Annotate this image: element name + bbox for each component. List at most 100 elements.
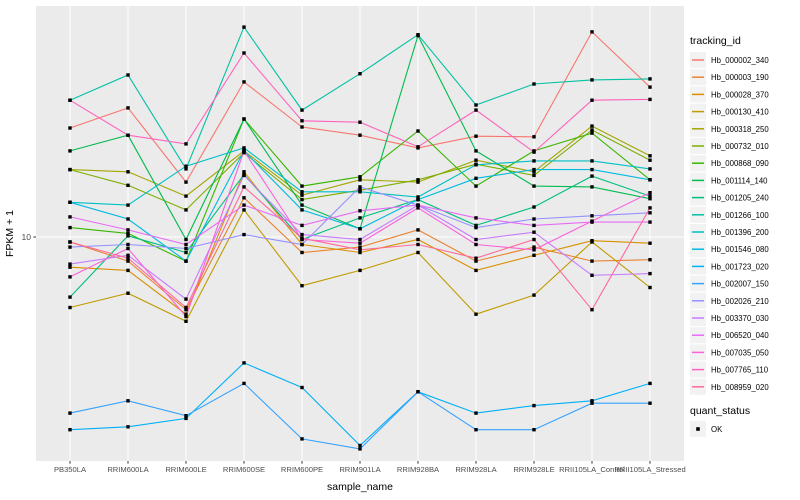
quant-legend-item: OK xyxy=(690,421,723,437)
legend-label: Hb_000003_190 xyxy=(711,73,769,82)
data-point xyxy=(474,103,478,107)
data-point xyxy=(590,401,594,405)
data-point xyxy=(68,245,72,249)
data-point xyxy=(184,194,188,198)
data-point xyxy=(648,211,652,215)
data-point xyxy=(358,133,362,137)
data-point xyxy=(590,273,594,277)
legend-item-Hb_002026_210: Hb_002026_210 xyxy=(690,292,769,309)
y-axis-title: FPKM + 1 xyxy=(4,210,16,257)
data-point xyxy=(300,284,304,288)
data-point xyxy=(648,158,652,162)
legend-item-Hb_000028_370: Hb_000028_370 xyxy=(690,86,769,103)
data-point xyxy=(242,361,246,365)
data-point xyxy=(474,108,478,112)
data-point xyxy=(184,250,188,255)
data-point xyxy=(474,158,478,162)
data-point xyxy=(532,230,536,234)
data-point xyxy=(590,131,594,135)
data-point xyxy=(648,85,652,89)
data-point xyxy=(300,208,304,212)
data-point xyxy=(358,268,362,273)
data-point xyxy=(126,399,130,403)
data-point xyxy=(532,170,536,174)
data-point xyxy=(532,245,536,249)
x-tick-label: RRIM600LE xyxy=(165,465,206,474)
data-point xyxy=(126,73,130,77)
data-point xyxy=(126,203,130,207)
data-point xyxy=(590,128,594,132)
data-point xyxy=(184,297,188,301)
data-point xyxy=(590,159,594,163)
data-point xyxy=(532,428,536,432)
data-point xyxy=(126,170,130,174)
data-point xyxy=(648,167,652,171)
data-point xyxy=(474,237,478,242)
legend-label: Hb_000318_250 xyxy=(711,125,769,134)
legend-item-Hb_000003_190: Hb_000003_190 xyxy=(690,69,769,86)
data-point xyxy=(184,259,188,263)
data-point xyxy=(126,291,130,295)
legend-label: Hb_000130_410 xyxy=(711,108,769,117)
data-point xyxy=(242,170,246,174)
data-point xyxy=(590,78,594,82)
data-point xyxy=(416,180,420,184)
data-point xyxy=(126,183,130,187)
data-point xyxy=(358,190,362,194)
data-point xyxy=(532,82,536,86)
data-point xyxy=(68,225,72,230)
quant-status-legend: quant_status OK xyxy=(690,405,750,437)
data-point xyxy=(474,149,478,153)
axis-ticks: PB350LA RRIM600LA RRIM600LE RRIM600SE RRIM60… xyxy=(33,236,686,474)
data-point xyxy=(532,184,536,188)
data-point xyxy=(590,98,594,102)
data-point xyxy=(416,178,420,182)
legend-item-Hb_001546_080: Hb_001546_080 xyxy=(690,241,769,258)
data-point xyxy=(416,195,420,199)
data-point xyxy=(300,242,304,247)
data-point xyxy=(532,167,536,172)
data-point xyxy=(126,253,130,257)
data-point xyxy=(532,205,536,209)
data-point xyxy=(358,443,362,448)
legend-item-Hb_001114_140: Hb_001114_140 xyxy=(690,172,768,189)
data-point xyxy=(474,312,478,316)
data-point xyxy=(532,135,536,139)
data-point xyxy=(648,191,652,195)
data-point xyxy=(416,197,420,202)
legend-item-Hb_001266_100: Hb_001266_100 xyxy=(690,206,769,223)
data-point xyxy=(358,216,362,220)
data-point xyxy=(648,241,652,245)
data-point xyxy=(184,242,188,247)
legend-label: Hb_007035_050 xyxy=(711,348,769,357)
data-point xyxy=(590,185,594,189)
data-point xyxy=(358,241,362,245)
data-point xyxy=(416,390,420,394)
data-point xyxy=(358,209,362,213)
legend-label: Hb_003370_030 xyxy=(711,314,769,323)
data-point xyxy=(68,262,72,266)
quant-legend-title: quant_status xyxy=(690,405,750,417)
data-point xyxy=(590,214,594,218)
x-tick-label: RRII105LA_Stressed xyxy=(614,465,685,474)
data-point xyxy=(474,134,478,138)
data-point xyxy=(474,163,478,167)
legend-label: Hb_001114_140 xyxy=(711,176,768,185)
x-tick-label: RRIM600SE xyxy=(223,465,265,474)
data-point xyxy=(300,193,304,197)
data-point xyxy=(242,25,246,29)
data-point xyxy=(184,308,188,312)
data-point xyxy=(416,129,420,133)
data-point xyxy=(300,250,304,255)
legend-label: Hb_006520_040 xyxy=(711,331,769,340)
data-point xyxy=(358,185,362,189)
data-point xyxy=(300,236,304,240)
data-point xyxy=(184,180,188,184)
data-point xyxy=(126,106,130,110)
data-point xyxy=(416,228,420,232)
legend-label: Hb_002026_210 xyxy=(711,297,769,306)
data-point xyxy=(68,411,72,415)
data-point xyxy=(300,125,304,129)
data-point xyxy=(416,237,420,242)
